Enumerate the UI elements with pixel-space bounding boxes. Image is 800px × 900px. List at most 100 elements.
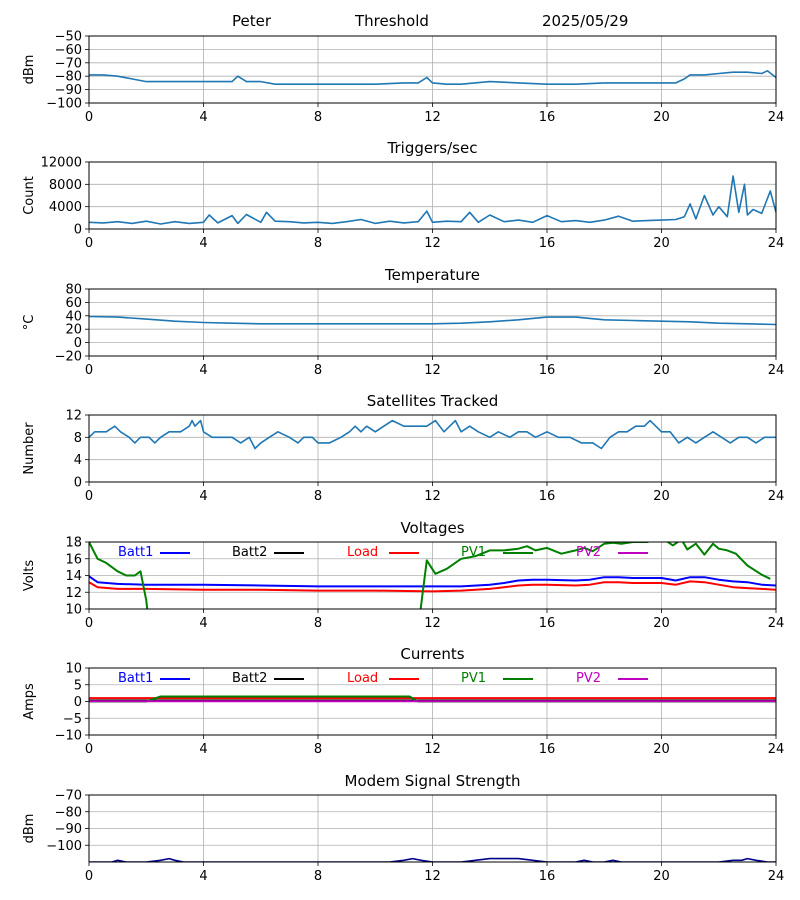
- legend-label-load: Load: [347, 545, 378, 560]
- y-tick-label: −70: [55, 56, 82, 71]
- y-tick-label: −10: [55, 729, 82, 744]
- y-tick-label: 8000: [49, 178, 82, 193]
- series-line: [89, 175, 776, 225]
- x-tick-label: 24: [768, 110, 785, 125]
- report-date: 2025/05/29: [542, 12, 629, 30]
- series-group: [89, 315, 776, 326]
- y-tick-label: 14: [65, 569, 82, 584]
- x-tick-label: 0: [85, 869, 93, 884]
- x-tick-label: 24: [768, 616, 785, 631]
- chart-title: Voltages: [400, 519, 464, 537]
- x-tick-label: 20: [653, 489, 670, 504]
- series-line: [89, 70, 776, 85]
- y-axis-label: dBm: [22, 814, 37, 844]
- legend-label-batt1: Batt1: [118, 671, 153, 686]
- x-tick-label: 12: [424, 363, 441, 378]
- x-tick-label: 0: [85, 489, 93, 504]
- y-tick-label: 0: [74, 695, 82, 710]
- x-tick-label: 16: [539, 616, 556, 631]
- x-tick-label: 8: [314, 110, 322, 125]
- x-tick-label: 0: [85, 742, 93, 757]
- x-tick-label: 0: [85, 236, 93, 251]
- y-tick-label: 60: [65, 296, 82, 311]
- x-tick-label: 24: [768, 869, 785, 884]
- plot-frame: [88, 288, 777, 357]
- x-tick-label: 0: [85, 616, 93, 631]
- y-tick-label: 12: [65, 409, 82, 424]
- panel-0: 0 4 8 12 16 20 24 −100−90−80−70−60−50 dBm: [22, 30, 784, 126]
- x-tick-label: 8: [314, 742, 322, 757]
- x-tick-label: 4: [199, 489, 207, 504]
- x-tick-label: 20: [653, 110, 670, 125]
- legend-label-load: Load: [347, 671, 378, 686]
- y-tick-label: −80: [55, 805, 82, 820]
- y-tick-label: 5: [74, 678, 82, 693]
- plot-frame: [88, 35, 777, 104]
- x-tick-label: 12: [424, 616, 441, 631]
- y-tick-label: −70: [55, 789, 82, 804]
- x-tick-label: 16: [539, 363, 556, 378]
- y-tick-label: 10: [65, 603, 82, 618]
- y-tick-label: −90: [55, 83, 82, 98]
- legend-label-pv2: PV2: [576, 671, 601, 686]
- x-tick-label: 8: [314, 363, 322, 378]
- y-tick-label: −100: [46, 97, 82, 112]
- x-tick-label: 20: [653, 742, 670, 757]
- series-group: [89, 857, 776, 862]
- series-line-batt1: [89, 575, 776, 588]
- plot-frame: [88, 414, 777, 483]
- x-tick-label: 16: [539, 110, 556, 125]
- header: Peter Threshold 2025/05/29: [0, 0, 800, 34]
- x-tick-label: 24: [768, 363, 785, 378]
- x-tick-label: 12: [424, 489, 441, 504]
- x-tick-label: 24: [768, 742, 785, 757]
- x-tick-label: 20: [653, 616, 670, 631]
- chart-title: Temperature: [384, 266, 480, 284]
- y-tick-label: 12000: [41, 156, 82, 171]
- y-tick-label: −80: [55, 70, 82, 85]
- series-line: [89, 315, 776, 326]
- x-tick-label: 4: [199, 363, 207, 378]
- y-tick-label: 80: [65, 283, 82, 298]
- y-axis-label: dBm: [22, 55, 37, 85]
- y-axis-label: Amps: [22, 683, 37, 720]
- x-tick-label: 16: [539, 489, 556, 504]
- plot-frame: [88, 667, 777, 736]
- y-tick-label: 20: [65, 323, 82, 338]
- y-tick-label: 8: [74, 431, 82, 446]
- plot-frame: [88, 794, 777, 863]
- chart-title: Triggers/sec: [387, 139, 478, 157]
- station-name: Peter: [232, 12, 272, 30]
- x-tick-label: 16: [539, 869, 556, 884]
- x-tick-label: 24: [768, 489, 785, 504]
- chart-title: Modem Signal Strength: [345, 772, 521, 790]
- y-axis-label: Count: [22, 176, 37, 215]
- series-line: [89, 857, 776, 862]
- panel-6: 0 4 8 12 16 20 24 −100 −90 −80−70 Modem Signal Str…: [22, 772, 784, 884]
- x-tick-label: 8: [314, 489, 322, 504]
- x-tick-label: 4: [199, 869, 207, 884]
- x-tick-label: 4: [199, 236, 207, 251]
- legend-label-pv2: PV2: [576, 545, 601, 560]
- x-tick-label: 16: [539, 236, 556, 251]
- x-tick-label: 12: [424, 110, 441, 125]
- x-tick-label: 4: [199, 616, 207, 631]
- chart-title: Currents: [400, 645, 464, 663]
- y-tick-label: 4000: [49, 200, 82, 215]
- series-line-load: [89, 580, 776, 593]
- series-group: [89, 542, 776, 609]
- x-tick-label: 0: [85, 363, 93, 378]
- x-tick-label: 20: [653, 363, 670, 378]
- x-tick-label: 4: [199, 742, 207, 757]
- y-axis-label: Number: [22, 422, 37, 475]
- y-tick-label: 4: [74, 453, 82, 468]
- y-tick-label: −5: [63, 712, 82, 727]
- series-group: [89, 419, 776, 450]
- legend-label-pv1: PV1: [461, 671, 486, 686]
- series-group: [89, 695, 776, 703]
- y-tick-label: 0: [74, 336, 82, 351]
- y-tick-label: 10: [65, 662, 82, 677]
